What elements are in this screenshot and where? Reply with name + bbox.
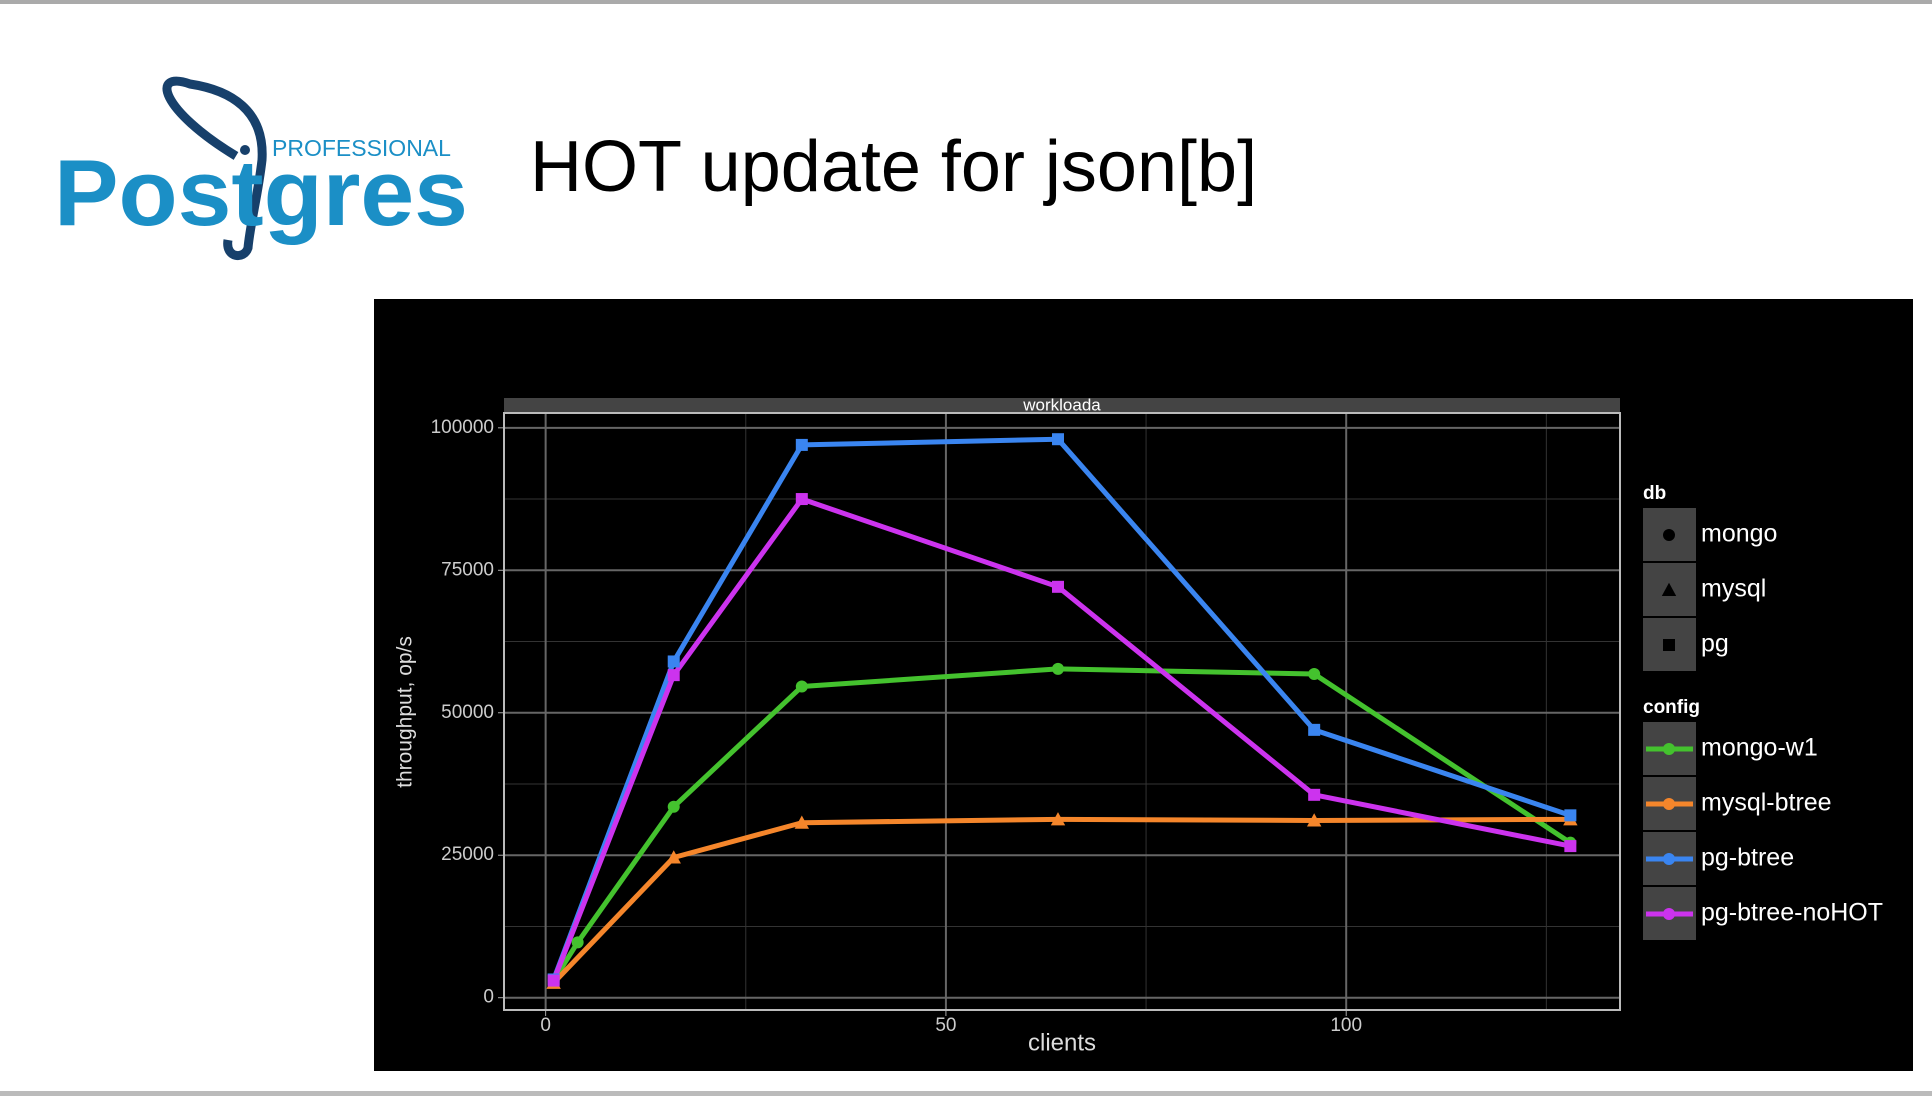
legend-label: mongo-w1 (1701, 734, 1818, 762)
legend-label: pg-btree-noHOT (1701, 899, 1883, 927)
data-point (1308, 668, 1321, 681)
series-line (551, 816, 1571, 985)
legend-symbol (1663, 798, 1675, 810)
x-tick-label: 0 (540, 1015, 551, 1036)
data-point (795, 438, 808, 451)
data-point (667, 800, 680, 813)
data-point (667, 655, 680, 668)
data-point (1308, 788, 1321, 801)
legend-label: pg (1701, 630, 1729, 658)
logo-elephant (162, 76, 267, 260)
data-point (1564, 840, 1577, 853)
plot (546, 433, 1578, 989)
legend-label: mongo (1701, 520, 1777, 548)
legend-symbol (1663, 529, 1675, 541)
data-point (1306, 813, 1322, 827)
legend-title: config (1643, 697, 1700, 718)
legend-symbol (1663, 743, 1675, 755)
data-point (795, 680, 808, 693)
legend-symbol (1663, 908, 1675, 920)
y-tick-label: 25000 (441, 844, 494, 865)
legend-label: pg-btree (1701, 844, 1794, 872)
legend-symbol (1663, 639, 1675, 651)
top-border (0, 0, 1932, 4)
bottom-border (0, 1091, 1932, 1096)
data-point (794, 815, 810, 829)
strip (504, 398, 1620, 413)
y-tick-label: 0 (483, 987, 494, 1008)
slide-title: HOT update for json[b] (530, 127, 1257, 207)
x-tick-label: 50 (935, 1015, 956, 1036)
data-point (1051, 580, 1064, 593)
data-point (1051, 433, 1064, 446)
legend-symbol (1663, 853, 1675, 865)
data-point (1050, 812, 1066, 826)
logo-name: Postgres (54, 140, 468, 245)
legend-label: mysql (1701, 575, 1766, 603)
logo-tag: PROFESSIONAL (272, 135, 451, 161)
data-point (547, 974, 560, 987)
legend-symbol (1661, 582, 1677, 596)
logo: PROFESSIONAL Postgres (54, 76, 468, 260)
data-point (1051, 662, 1064, 675)
data-point (667, 669, 680, 682)
y-tick-label: 75000 (441, 559, 494, 580)
data-point (571, 936, 584, 949)
y-tick-label: 50000 (441, 702, 494, 723)
logo-eye (240, 145, 250, 155)
y-axis-label: throughput, op/s (394, 636, 417, 788)
y-tick-label: 100000 (431, 417, 494, 438)
legend-label: mysql-btree (1701, 789, 1832, 817)
data-point (666, 850, 681, 864)
data-point (1308, 723, 1321, 736)
data-point (1564, 809, 1577, 822)
series-line (551, 436, 1572, 981)
series-line (551, 496, 1571, 982)
grid: 0 50 100 0 25000 50000 75000 100000 (431, 412, 1621, 1036)
x-tick-label: 100 (1330, 1015, 1362, 1036)
plot-frame (503, 412, 1621, 1011)
data-point (795, 493, 808, 506)
x-axis-label: clients (1028, 1029, 1096, 1056)
legend-title: db (1643, 483, 1666, 504)
strip-label: workloada (1022, 395, 1101, 414)
chart-panel (374, 299, 1913, 1071)
